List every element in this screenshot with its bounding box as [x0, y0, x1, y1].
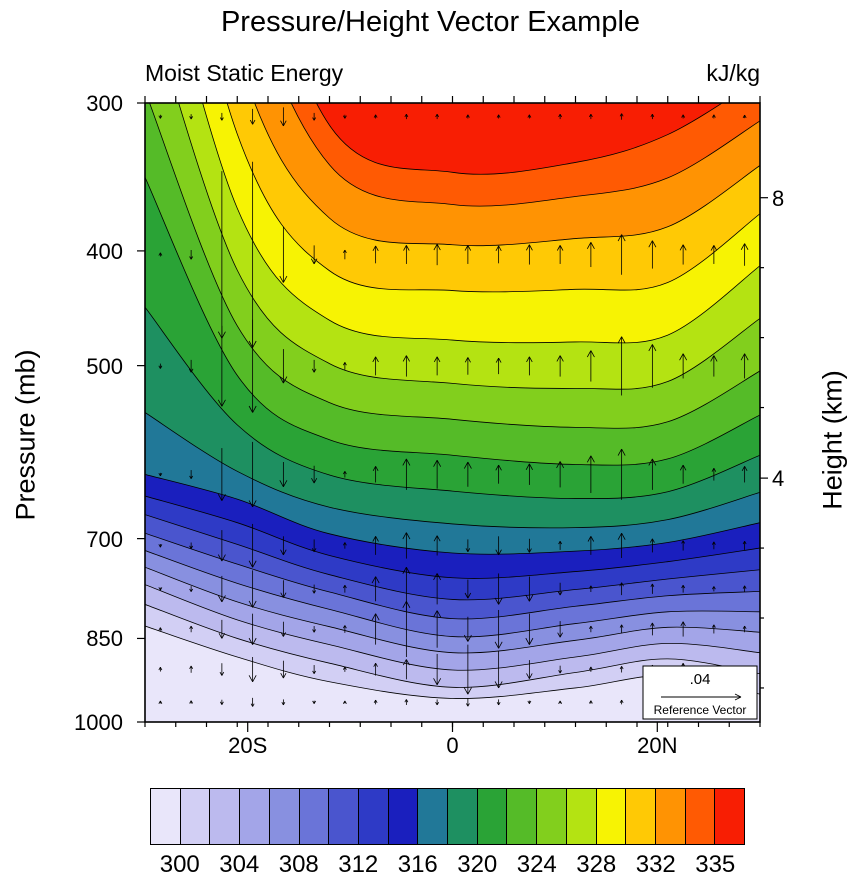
contour-vector-plot: .04 Reference Vector [137, 96, 768, 732]
reference-vector-value: .04 [690, 671, 711, 688]
colorbar-cell [536, 788, 567, 845]
colorbar-tick-label: 335 [695, 851, 736, 878]
colorbar-tick-label: 316 [397, 851, 438, 878]
latitude-tick-label: 20N [637, 733, 678, 758]
colorbar-cell [654, 788, 686, 845]
colorbar-tick-label: 300 [159, 851, 200, 878]
contour-bands [145, 103, 760, 722]
colorbar-cell [387, 788, 419, 845]
colorbar-cell [328, 788, 359, 845]
colorbar-cell [625, 788, 656, 845]
colorbar-tick-label: 328 [576, 851, 617, 878]
colorbar-tick-label: 308 [278, 851, 319, 878]
colorbar-cell [565, 788, 597, 845]
pressure-tick-label: 850 [86, 626, 123, 652]
colorbar-tick-label: 324 [516, 851, 557, 878]
colorbar-tick-labels: 300 304 308 312 316 320 324 328 332 335 [150, 851, 745, 881]
subtitle-variable: Moist Static Energy [145, 60, 344, 86]
latitude-tick-label: 0 [446, 733, 459, 758]
reference-vector-label: Reference Vector [654, 703, 747, 717]
reference-vector-box: .04 Reference Vector [642, 665, 758, 720]
pressure-tick-label: 1000 [74, 710, 123, 735]
colorbar-cell [209, 788, 241, 845]
contour-lines [145, 103, 760, 699]
colorbar-cell [506, 788, 538, 845]
colorbar-cell [417, 788, 449, 845]
colorbar-cell [357, 788, 389, 845]
colorbar-cell [268, 788, 300, 845]
subtitle-units: kJ/kg [706, 60, 760, 86]
height-tick-label: 4 [772, 466, 785, 492]
colorbar-cell [298, 788, 330, 845]
chart-title: Pressure/Height Vector Example [220, 6, 641, 38]
colorbar-tick-label: 304 [219, 851, 260, 878]
colorbar-cell [150, 788, 181, 845]
colorbar-cell [476, 788, 508, 845]
colorbar [150, 788, 746, 845]
colorbar-cell [684, 788, 716, 845]
latitude-tick-label: 20S [228, 733, 268, 758]
edge-ticks [137, 96, 768, 732]
colorbar-cell [179, 788, 211, 845]
pressure-tick-labels: 300 400 500 700 850 1000 [43, 91, 123, 735]
colorbar-cell [595, 788, 627, 845]
colorbar-tick-label: 320 [457, 851, 498, 878]
vector-arrows [158, 107, 749, 707]
pressure-tick-label: 700 [86, 526, 123, 552]
pressure-tick-label: 400 [86, 238, 123, 264]
pressure-axis-label: Pressure (mb) [10, 349, 41, 521]
pressure-tick-label: 300 [86, 91, 123, 116]
colorbar-cell [447, 788, 478, 845]
colorbar-cell [714, 788, 746, 845]
colorbar-cell [239, 788, 270, 845]
colorbar-tick-label: 312 [338, 851, 379, 878]
height-tick-label: 8 [772, 185, 785, 211]
colorbar-tick-label: 332 [635, 851, 676, 878]
pressure-tick-label: 500 [86, 353, 123, 379]
latitude-tick-labels: 20S 0 20N [145, 733, 760, 763]
height-axis-label: Height (km) [817, 370, 848, 510]
